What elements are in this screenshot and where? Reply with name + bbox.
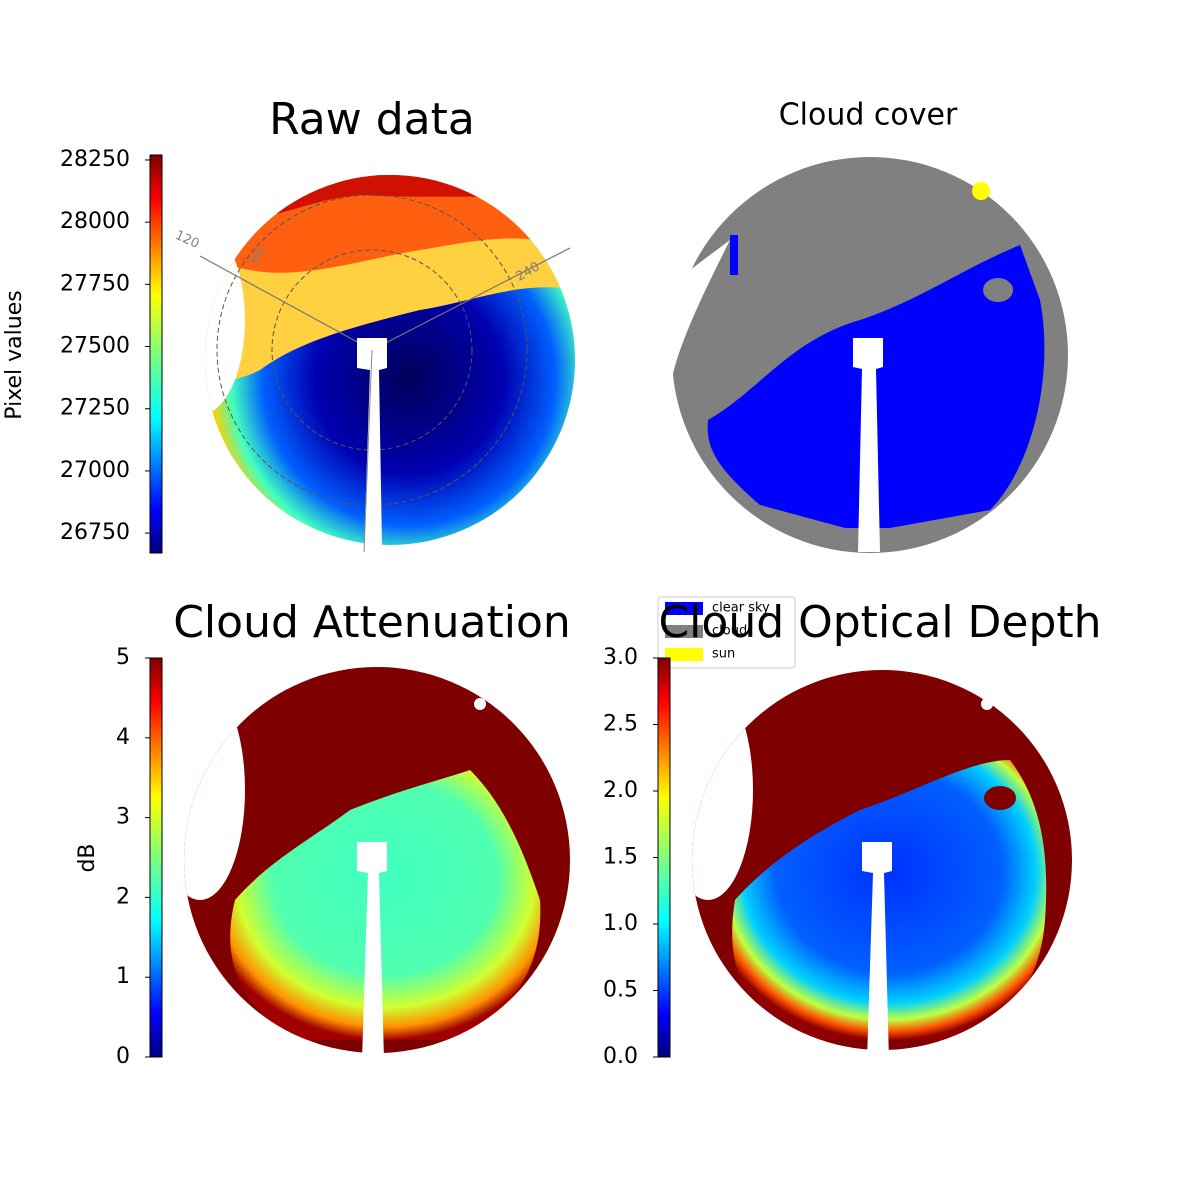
- tick-label: 1.5: [603, 845, 638, 870]
- colorbar: [657, 657, 671, 1058]
- tick-label: 3: [116, 805, 130, 830]
- tick-label: 2: [116, 884, 130, 909]
- optical-depth-image: [692, 670, 1072, 1060]
- tick-label: 27750: [60, 271, 130, 296]
- tick-label: 0.0: [603, 1044, 638, 1069]
- tick-label: 4: [116, 725, 130, 750]
- tick-label: 1: [116, 964, 130, 989]
- tick-label: 1.0: [603, 911, 638, 936]
- raw-image: [199, 175, 575, 553]
- colorbar: [149, 657, 163, 1058]
- legend-label: sun: [712, 647, 735, 662]
- tick-label: 0: [116, 1044, 130, 1069]
- tick-label: 2.5: [603, 712, 638, 737]
- tick-label: 2.0: [603, 778, 638, 803]
- legend-swatch: [665, 648, 703, 661]
- tick-label: 27000: [60, 458, 130, 483]
- legend-label: clear sky: [712, 601, 770, 616]
- tick-label: 28250: [60, 147, 130, 172]
- tick-label: 5: [116, 645, 130, 670]
- cloud-cover-image: [650, 157, 1068, 553]
- panel-title: Cloud cover: [779, 98, 958, 133]
- polar-label: 120: [173, 228, 202, 252]
- colorbar-label: dB: [75, 843, 100, 872]
- colorbar-label: Pixel values: [2, 290, 27, 419]
- panel-title: Cloud Optical Depth: [658, 597, 1101, 648]
- legend-swatch: [665, 602, 703, 615]
- tick-label: 27250: [60, 396, 130, 421]
- tick-label: 27500: [60, 334, 130, 359]
- panel-title: Cloud Attenuation: [173, 597, 571, 648]
- colorbar: [149, 154, 163, 554]
- tick-label: 3.0: [603, 645, 638, 670]
- tick-label: 26750: [60, 520, 130, 545]
- panel-title: Raw data: [269, 94, 475, 145]
- polar-label: 60: [247, 245, 268, 267]
- tick-label: 0.5: [603, 978, 638, 1003]
- legend-swatch: [665, 625, 703, 638]
- tick-label: 28000: [60, 209, 130, 234]
- legend-label: cloud: [712, 624, 747, 639]
- attenuation-image: [184, 667, 570, 1060]
